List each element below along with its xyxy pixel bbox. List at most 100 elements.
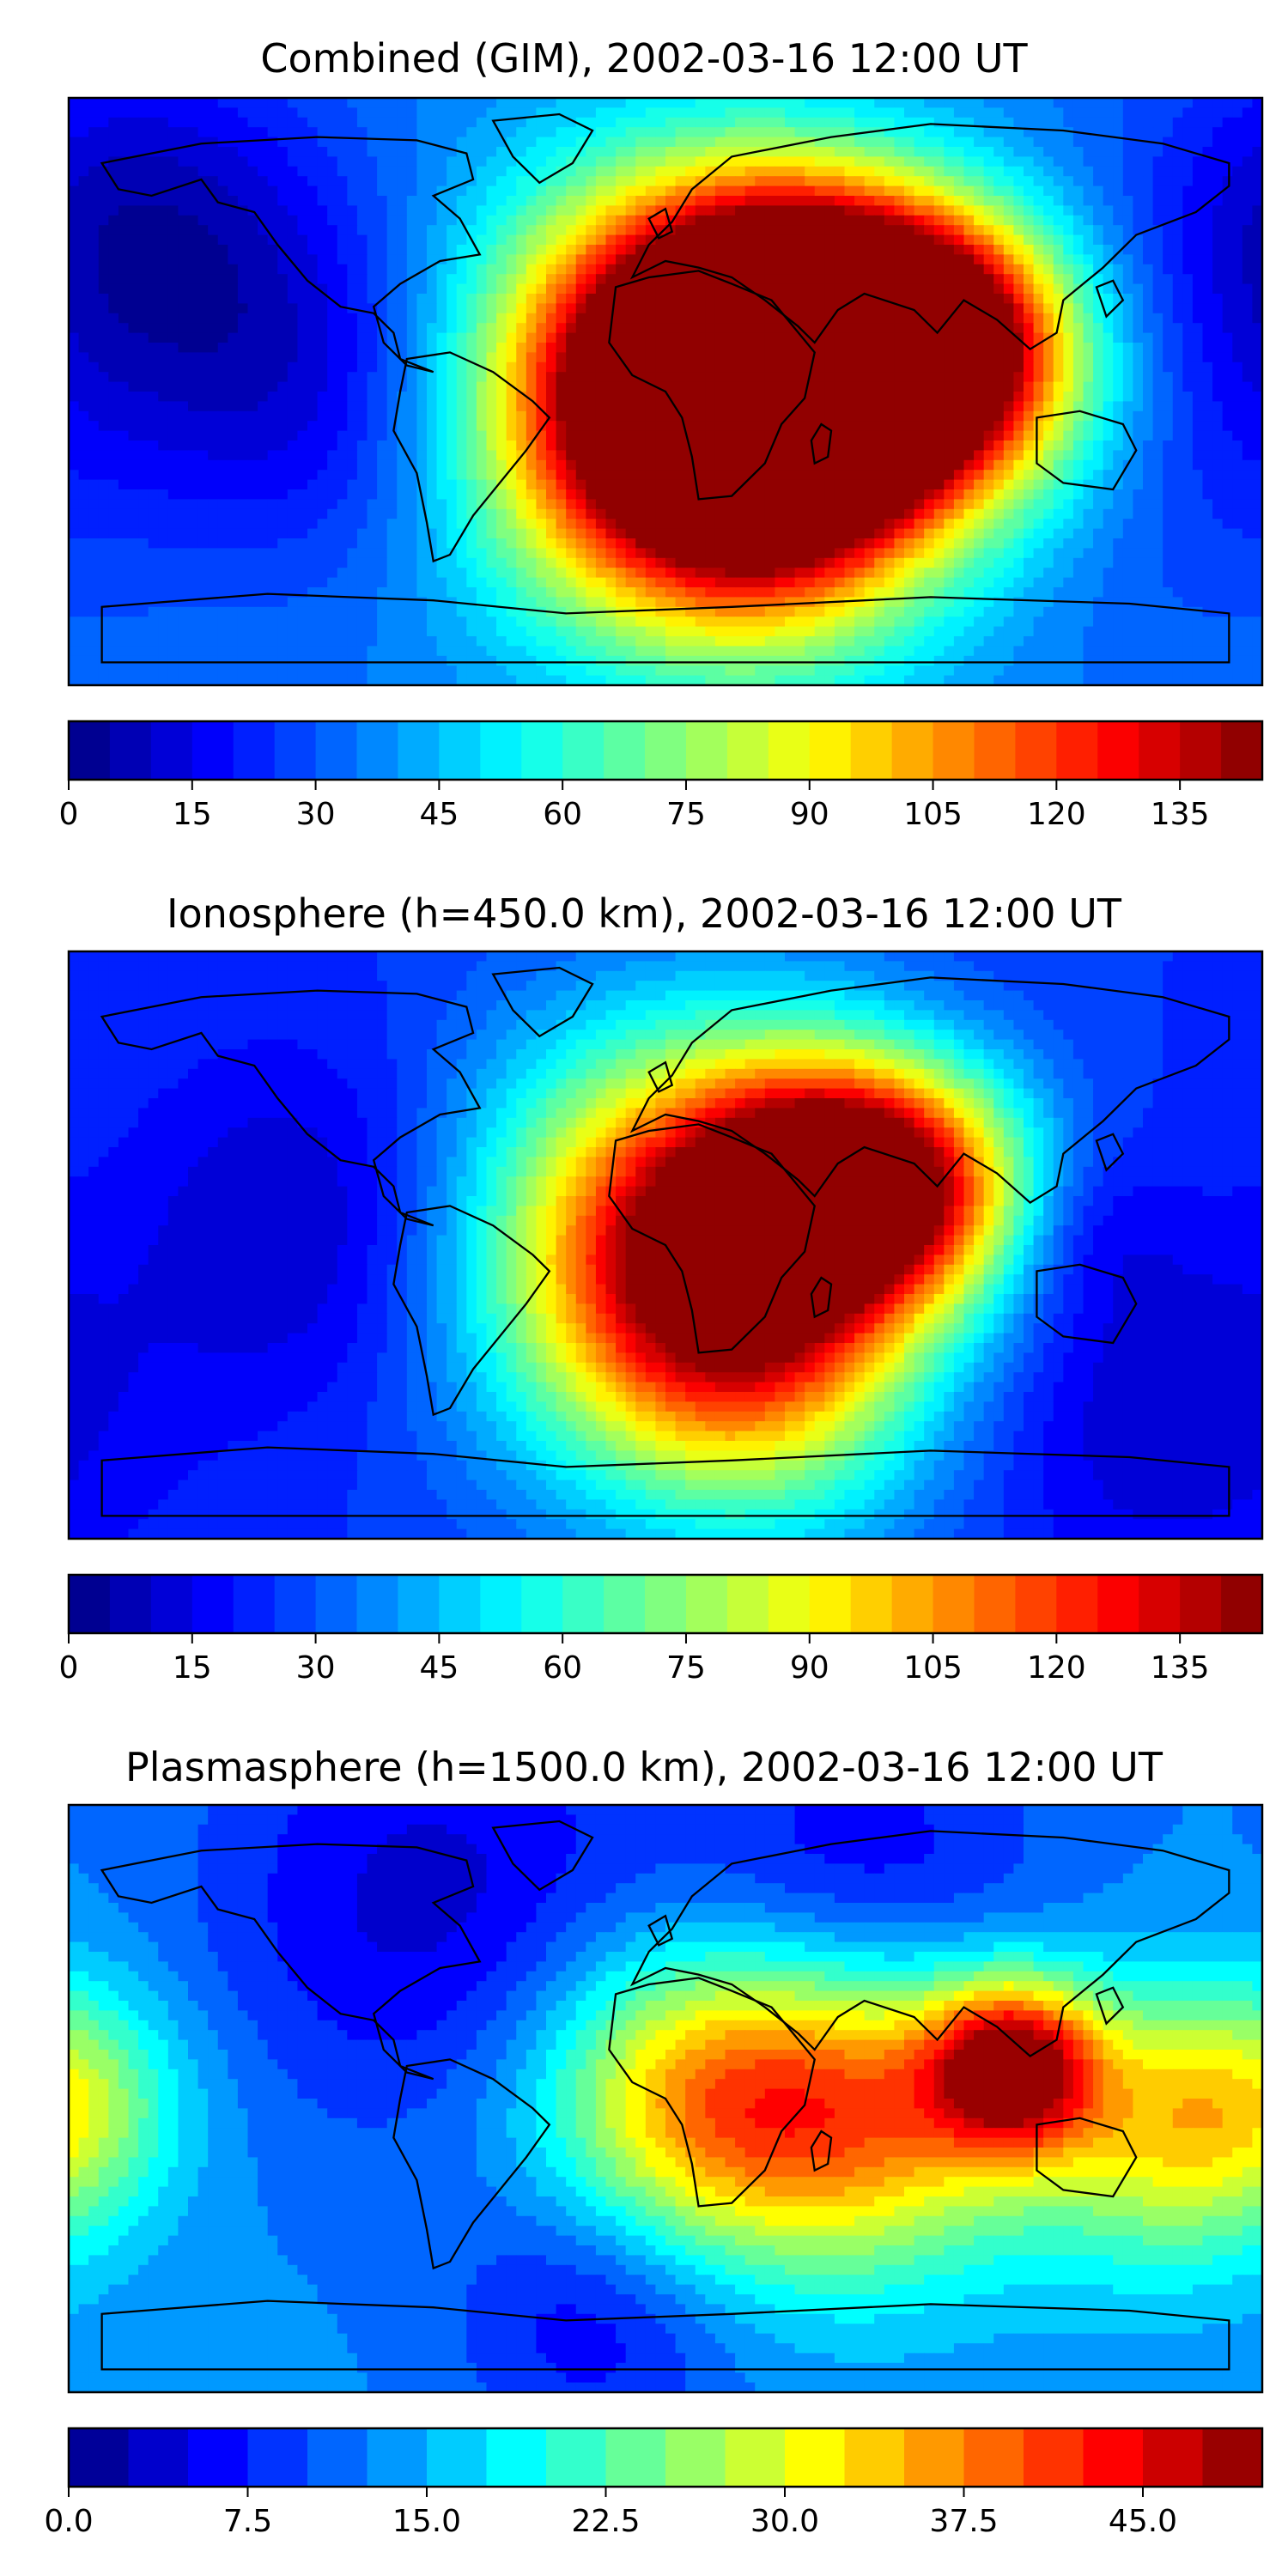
- map-1-cell: [108, 107, 118, 118]
- map-1-cell: [228, 176, 238, 186]
- map-1-cell: [1084, 294, 1094, 304]
- map-1-cell: [466, 450, 477, 460]
- map-1-cell: [1242, 274, 1253, 284]
- map-1-cell: [337, 499, 348, 509]
- map-1-cell: [745, 450, 756, 460]
- map-1-cell: [1133, 411, 1143, 422]
- map-1-cell: [626, 176, 636, 186]
- map-1-cell: [149, 235, 159, 246]
- map-1-cell: [626, 352, 636, 362]
- map-1-cell: [79, 480, 89, 490]
- map-1-cell: [158, 313, 168, 324]
- map-1-cell: [437, 107, 447, 118]
- map-1-cell: [1143, 284, 1153, 295]
- map-1-cell: [158, 421, 168, 431]
- map-1-cell: [805, 186, 815, 197]
- map-1-cell: [218, 264, 228, 275]
- map-1-cell: [337, 421, 348, 431]
- map-1-cell: [158, 489, 168, 500]
- map-1-cell: [307, 264, 318, 275]
- map-1-cell: [368, 372, 378, 382]
- map-1-cell: [815, 196, 825, 206]
- map-1-cell: [129, 245, 139, 255]
- map-1-cell: [606, 127, 617, 137]
- map-1-cell: [685, 245, 696, 255]
- map-1-cell: [368, 440, 378, 451]
- map-1-cell: [307, 303, 318, 313]
- map-1-cell: [616, 147, 626, 157]
- map-1-cell: [616, 264, 626, 275]
- map-1-cell: [835, 421, 845, 431]
- map-1-cell: [904, 107, 914, 118]
- map-1-cell: [477, 470, 487, 480]
- map-1-cell: [149, 323, 159, 333]
- map-1-cell: [735, 392, 745, 402]
- map-1-cell: [1103, 382, 1114, 392]
- map-1-cell: [526, 323, 537, 333]
- map-1-cell: [805, 107, 815, 118]
- map-1-cell: [357, 245, 368, 255]
- map-1-cell: [884, 489, 895, 500]
- map-1-cell: [596, 118, 606, 128]
- map-1-cell: [1024, 333, 1034, 343]
- map-1-cell: [1073, 216, 1084, 226]
- map-1-cell: [516, 274, 526, 284]
- map-1-cell: [1193, 264, 1203, 275]
- map-1-cell: [1203, 343, 1213, 353]
- map-1-cell: [934, 411, 945, 422]
- map-1-cell: [307, 323, 318, 333]
- map-1-cell: [138, 499, 149, 509]
- map-1-cell: [795, 343, 805, 353]
- map-1-cell: [914, 127, 925, 137]
- map-1-cell: [457, 274, 467, 284]
- map-1-cell: [268, 489, 278, 500]
- map-1-cell: [616, 118, 626, 128]
- map-1-cell: [118, 440, 129, 451]
- map-1-cell: [566, 352, 576, 362]
- map-1-cell: [745, 137, 756, 148]
- map-1-cell: [835, 216, 845, 226]
- map-1-cell: [1173, 167, 1183, 177]
- map-1-cell: [288, 323, 298, 333]
- map-1-cell: [1123, 118, 1133, 128]
- map-1-cell: [307, 440, 318, 451]
- map-1-cell: [1163, 470, 1173, 480]
- map-1-cell: [1024, 245, 1034, 255]
- map-1-cell: [218, 127, 228, 137]
- map-1-cell: [616, 372, 626, 382]
- map-1-cell: [665, 303, 676, 313]
- map-1-cell: [1063, 216, 1073, 226]
- map-1-cell: [487, 216, 497, 226]
- map-1-cell: [457, 323, 467, 333]
- map-1-cell: [566, 264, 576, 275]
- map-1-cell: [178, 127, 188, 137]
- map-1-cell: [904, 176, 914, 186]
- map-1-cell: [1093, 147, 1103, 157]
- map-1-cell: [238, 264, 248, 275]
- map-1-cell: [1232, 303, 1242, 313]
- map-1-cell: [626, 225, 636, 235]
- map-1-cell: [735, 323, 745, 333]
- map-1-cell: [964, 411, 975, 422]
- map-1-cell: [556, 186, 567, 197]
- map-1-cell: [1084, 450, 1094, 460]
- map-1-cell: [824, 235, 835, 246]
- map-1-cell: [208, 480, 218, 490]
- map-1-cell: [268, 480, 278, 490]
- map-1-cell: [626, 450, 636, 460]
- map-1-cell: [1093, 470, 1103, 480]
- map-1-cell: [168, 323, 179, 333]
- map-1-cell: [1223, 392, 1233, 402]
- map-1-cell: [865, 245, 875, 255]
- map-1-cell: [347, 401, 357, 411]
- map-1-cell: [974, 294, 984, 304]
- map-1-cell: [755, 421, 765, 431]
- map-1-cell: [1212, 343, 1223, 353]
- map-1-cell: [1193, 216, 1203, 226]
- map-1-cell: [566, 294, 576, 304]
- map-1-cell: [268, 362, 278, 373]
- map-1-cell: [188, 127, 198, 137]
- map-1-cell: [138, 421, 149, 431]
- map-1-cell: [318, 323, 328, 333]
- map-1-cell: [993, 401, 1004, 411]
